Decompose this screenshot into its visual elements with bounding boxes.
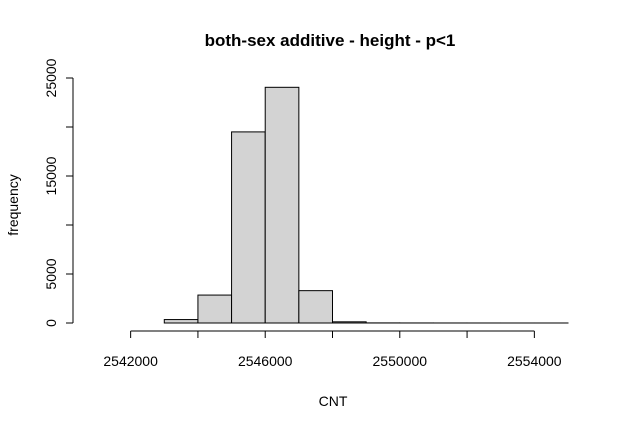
x-tick-label: 2542000 [103, 353, 158, 369]
x-axis: 2542000 2546000 2550000 2554000 [103, 330, 562, 369]
histogram-bar [163, 319, 199, 324]
y-axis: 0 5000 15000 25000 [43, 58, 74, 327]
histogram-bar [231, 131, 266, 324]
x-tick-label: 2554000 [507, 353, 562, 369]
x-axis-label: CNT [319, 393, 348, 409]
y-axis-label: frequency [5, 174, 21, 235]
y-tick-label: 0 [43, 319, 59, 327]
x-tick-label: 2546000 [238, 353, 293, 369]
x-tick-label: 2550000 [373, 353, 428, 369]
bars-group [163, 86, 569, 324]
histogram-bar [298, 290, 334, 324]
y-tick-label: 15000 [43, 156, 59, 195]
histogram-bar [264, 86, 300, 324]
y-tick-label: 25000 [43, 58, 59, 97]
chart-title: both-sex additive - height - p<1 [205, 31, 456, 50]
y-tick-label: 5000 [43, 258, 59, 289]
histogram-bar [332, 321, 367, 324]
histogram-bar [197, 294, 233, 324]
